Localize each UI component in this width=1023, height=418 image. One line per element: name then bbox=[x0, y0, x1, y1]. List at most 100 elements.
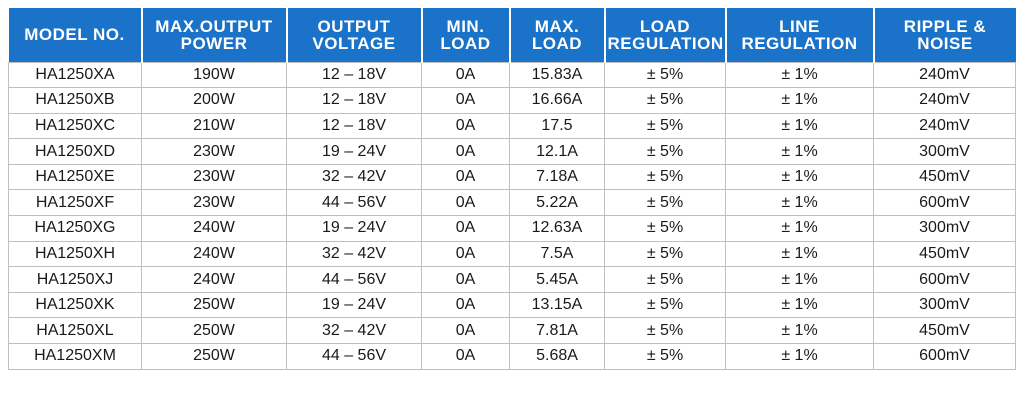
line-regulation-cell: ± 1% bbox=[725, 138, 874, 165]
max-load-cell: 12.1A bbox=[509, 138, 605, 165]
header-label-line2: REGULATION bbox=[607, 33, 724, 53]
max-load-cell: 5.22A bbox=[509, 189, 605, 217]
ripple-noise-cell: 240mV bbox=[873, 87, 1016, 114]
ripple-noise-cell: 240mV bbox=[873, 61, 1016, 89]
ripple-noise-cell: 450mV bbox=[873, 163, 1016, 191]
ripple-noise-cell: 600mV bbox=[873, 189, 1016, 217]
output-voltage-cell: 44 – 56V bbox=[286, 343, 422, 370]
table-row: HA1250XL 250W 32 – 42V 0A 7.81A ± 5% ± 1% 450mV bbox=[8, 317, 1016, 345]
line-regulation-cell: ± 1% bbox=[725, 291, 874, 319]
output-voltage-cell: 32 – 42V bbox=[286, 317, 422, 345]
header-load-regulation: LOAD REGULATION bbox=[604, 8, 727, 62]
header-label: MODEL NO. bbox=[24, 25, 125, 45]
output-voltage-cell: 44 – 56V bbox=[286, 266, 422, 293]
load-regulation-cell: ± 5% bbox=[604, 266, 726, 293]
header-label-line1: OUTPUT bbox=[317, 16, 391, 36]
header-output-voltage: OUTPUT VOLTAGE bbox=[286, 8, 423, 62]
header-label-line1: MIN. bbox=[446, 16, 485, 36]
load-regulation-cell: ± 5% bbox=[604, 138, 726, 165]
max-load-cell: 17.5 bbox=[509, 112, 605, 140]
max-output-power-cell: 230W bbox=[141, 189, 287, 217]
model-no-cell: HA1250XH bbox=[8, 240, 142, 268]
header-label-line2: LOAD bbox=[531, 33, 583, 53]
spec-table: MODEL NO. MAX.OUTPUT POWER OUTPUT VOLTAG… bbox=[8, 8, 1016, 370]
model-no-cell: HA1250XB bbox=[8, 87, 142, 114]
ripple-noise-cell: 600mV bbox=[873, 266, 1016, 293]
header-label-line1: LOAD bbox=[639, 16, 691, 36]
model-no-cell: HA1250XF bbox=[8, 189, 142, 217]
load-regulation-cell: ± 5% bbox=[604, 87, 726, 114]
min-load-cell: 0A bbox=[421, 87, 510, 114]
max-load-cell: 5.68A bbox=[509, 343, 605, 370]
max-load-cell: 16.66A bbox=[509, 87, 605, 114]
max-load-cell: 5.45A bbox=[509, 266, 605, 293]
header-ripple-noise: RIPPLE & NOISE bbox=[873, 8, 1016, 62]
max-load-cell: 7.18A bbox=[509, 163, 605, 191]
header-label-line2: NOISE bbox=[917, 33, 973, 53]
load-regulation-cell: ± 5% bbox=[604, 317, 726, 345]
model-no-cell: HA1250XA bbox=[8, 61, 142, 89]
output-voltage-cell: 32 – 42V bbox=[286, 163, 422, 191]
output-voltage-cell: 44 – 56V bbox=[286, 189, 422, 217]
output-voltage-cell: 12 – 18V bbox=[286, 61, 422, 89]
line-regulation-cell: ± 1% bbox=[725, 61, 874, 89]
max-load-cell: 15.83A bbox=[509, 61, 605, 89]
line-regulation-cell: ± 1% bbox=[725, 215, 874, 242]
min-load-cell: 0A bbox=[421, 138, 510, 165]
header-max-load: MAX. LOAD bbox=[509, 8, 606, 62]
table-body: HA1250XA 190W 12 – 18V 0A 15.83A ± 5% ± 1% 240m… bbox=[8, 61, 1016, 370]
line-regulation-cell: ± 1% bbox=[725, 266, 874, 293]
header-label-line1: MAX.OUTPUT bbox=[155, 16, 273, 36]
header-label-line1: RIPPLE & bbox=[903, 16, 987, 36]
max-output-power-cell: 250W bbox=[141, 317, 287, 345]
min-load-cell: 0A bbox=[421, 189, 510, 217]
spec-table-container: MODEL NO. MAX.OUTPUT POWER OUTPUT VOLTAG… bbox=[8, 8, 1016, 370]
load-regulation-cell: ± 5% bbox=[604, 240, 726, 268]
model-no-cell: HA1250XC bbox=[8, 112, 142, 140]
load-regulation-cell: ± 5% bbox=[604, 61, 726, 89]
model-no-cell: HA1250XK bbox=[8, 291, 142, 319]
ripple-noise-cell: 300mV bbox=[873, 138, 1016, 165]
output-voltage-cell: 19 – 24V bbox=[286, 215, 422, 242]
header-label-line1: MAX. bbox=[534, 16, 580, 36]
min-load-cell: 0A bbox=[421, 112, 510, 140]
line-regulation-cell: ± 1% bbox=[725, 112, 874, 140]
max-output-power-cell: 190W bbox=[141, 61, 287, 89]
header-label-line2: VOLTAGE bbox=[312, 33, 396, 53]
min-load-cell: 0A bbox=[421, 317, 510, 345]
output-voltage-cell: 32 – 42V bbox=[286, 240, 422, 268]
header-row: MODEL NO. MAX.OUTPUT POWER OUTPUT VOLTAG… bbox=[8, 8, 1016, 62]
model-no-cell: HA1250XD bbox=[8, 138, 142, 165]
header-label-line2: POWER bbox=[180, 33, 248, 53]
table-row: HA1250XG 240W 19 – 24V 0A 12.63A ± 5% ± 1% 300m… bbox=[8, 215, 1016, 242]
min-load-cell: 0A bbox=[421, 343, 510, 370]
ripple-noise-cell: 300mV bbox=[873, 291, 1016, 319]
output-voltage-cell: 19 – 24V bbox=[286, 138, 422, 165]
max-output-power-cell: 200W bbox=[141, 87, 287, 114]
model-no-cell: HA1250XJ bbox=[8, 266, 142, 293]
max-output-power-cell: 240W bbox=[141, 266, 287, 293]
header-label-line2: REGULATION bbox=[741, 33, 858, 53]
header-max-output-power: MAX.OUTPUT POWER bbox=[141, 8, 288, 62]
table-row: HA1250XM 250W 44 – 56V 0A 5.68A ± 5% ± 1% 600mV bbox=[8, 343, 1016, 370]
min-load-cell: 0A bbox=[421, 61, 510, 89]
output-voltage-cell: 19 – 24V bbox=[286, 291, 422, 319]
table-row: HA1250XC 210W 12 – 18V 0A 17.5 ± 5% ± 1% 240mV bbox=[8, 112, 1016, 140]
max-load-cell: 12.63A bbox=[509, 215, 605, 242]
min-load-cell: 0A bbox=[421, 240, 510, 268]
ripple-noise-cell: 600mV bbox=[873, 343, 1016, 370]
table-row: HA1250XA 190W 12 – 18V 0A 15.83A ± 5% ± 1% 240m… bbox=[8, 61, 1016, 89]
max-load-cell: 7.81A bbox=[509, 317, 605, 345]
line-regulation-cell: ± 1% bbox=[725, 240, 874, 268]
model-no-cell: HA1250XG bbox=[8, 215, 142, 242]
table-row: HA1250XE 230W 32 – 42V 0A 7.18A ± 5% ± 1% 450mV bbox=[8, 163, 1016, 191]
line-regulation-cell: ± 1% bbox=[725, 317, 874, 345]
table-row: HA1250XF 230W 44 – 56V 0A 5.22A ± 5% ± 1% 600mV bbox=[8, 189, 1016, 217]
max-output-power-cell: 240W bbox=[141, 215, 287, 242]
model-no-cell: HA1250XE bbox=[8, 163, 142, 191]
max-output-power-cell: 230W bbox=[141, 138, 287, 165]
table-header: MODEL NO. MAX.OUTPUT POWER OUTPUT VOLTAG… bbox=[8, 8, 1016, 62]
table-row: HA1250XJ 240W 44 – 56V 0A 5.45A ± 5% ± 1% 600mV bbox=[8, 266, 1016, 293]
header-label-line1: LINE bbox=[779, 16, 820, 36]
min-load-cell: 0A bbox=[421, 266, 510, 293]
